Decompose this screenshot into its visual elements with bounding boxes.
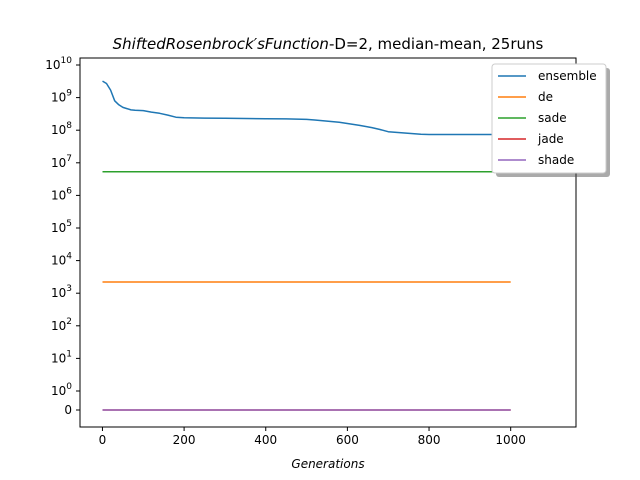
chart-title: ShiftedRosenbrock′sFunction-D=2, median-…: [113, 35, 544, 53]
x-tick-label: 600: [336, 433, 359, 447]
legend-label-jade: jade: [537, 132, 564, 146]
x-tick-label: 0: [99, 433, 107, 447]
legend-label-ensemble: ensemble: [538, 69, 597, 83]
y-tick-label: 104: [51, 252, 72, 268]
y-tick-label: 109: [51, 89, 72, 105]
x-axis-label: Generations: [291, 457, 364, 471]
series-line-ensemble: [102, 80, 511, 136]
series-layer: [102, 80, 511, 411]
chart-title-italic: ShiftedRosenbrock′sFunction: [113, 35, 329, 53]
y-tick-label: 101: [51, 349, 72, 365]
legend-label-de: de: [538, 90, 553, 104]
x-tick-label: 200: [173, 433, 196, 447]
y-tick-label: 102: [51, 317, 72, 333]
x-tick-label: 400: [254, 433, 277, 447]
y-tick-label: 100: [51, 382, 72, 398]
x-tick-label: 800: [418, 433, 441, 447]
y-tick-label: 0: [64, 403, 72, 417]
y-tick-label: 107: [51, 154, 72, 170]
legend-box: [491, 63, 607, 174]
legend-label-shade: shade: [538, 153, 574, 167]
x-axis: 0 200 400 600 800 1000: [99, 427, 526, 447]
legend-label-sade: sade: [538, 111, 567, 125]
y-tick-label: 1010: [45, 56, 72, 72]
y-axis: 0 100 101 102 103 104 105 106 107 108 109 1010: [45, 56, 80, 417]
legend: ensemble de sade jade shade: [491, 63, 610, 177]
x-tick-label: 1000: [495, 433, 526, 447]
plot-frame: [79, 57, 577, 428]
chart-title-rest: -D=2, median-mean, 25runs: [329, 35, 544, 53]
legend-items: ensemble de sade jade shade: [498, 69, 597, 167]
y-tick-label: 105: [51, 219, 72, 235]
y-tick-label: 108: [51, 121, 72, 137]
y-tick-label: 103: [51, 284, 72, 300]
y-tick-label: 106: [51, 186, 72, 202]
